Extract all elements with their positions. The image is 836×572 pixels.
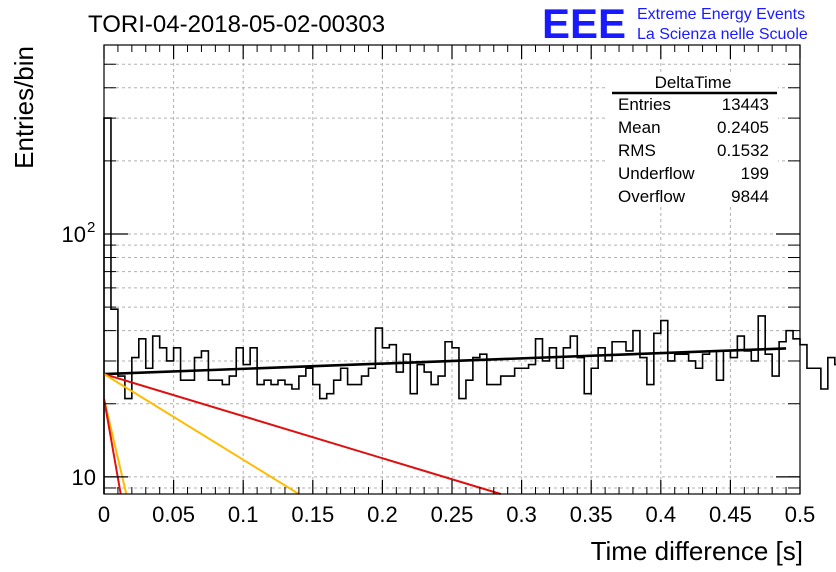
x-tick-label: 0.5 <box>785 502 816 527</box>
fit-line-1 <box>103 347 787 376</box>
x-tick-label: 0.15 <box>291 502 334 527</box>
histogram-steps <box>103 117 836 494</box>
logo-line-1: Extreme Energy Events <box>637 6 805 23</box>
x-tick-label: 0.45 <box>709 502 752 527</box>
x-tick-label: 0 <box>98 502 110 527</box>
logo-line-2: La Scienza nelle Scuole <box>637 26 808 43</box>
stats-row-value: 9844 <box>731 187 769 206</box>
x-tick-label: 0.1 <box>228 502 259 527</box>
stats-row-value: 0.1532 <box>717 141 769 160</box>
x-tick-label: 0.2 <box>367 502 398 527</box>
fit-line-5 <box>103 398 122 495</box>
y-tick-label-base: 10 <box>62 222 86 247</box>
y-axis-label: Entries/bin <box>9 46 39 169</box>
stats-box-bg <box>608 72 778 206</box>
fit-line-3 <box>103 373 300 495</box>
logo: EEE Extreme Energy Events La Scienza nel… <box>542 0 808 47</box>
stats-row-label: Underflow <box>618 164 695 183</box>
y-tick-label-exponent: 2 <box>87 219 95 236</box>
x-tick-label: 0.4 <box>646 502 677 527</box>
histogram <box>103 117 836 494</box>
grid <box>104 45 800 494</box>
stats-row-label: Overflow <box>618 187 686 206</box>
x-tick-label: 0.35 <box>570 502 613 527</box>
ticks <box>103 45 801 494</box>
stats-row-value: 199 <box>741 164 769 183</box>
logo-mark: EEE <box>542 0 626 47</box>
fit-line-2 <box>103 373 502 495</box>
stats-row-value: 13443 <box>722 95 769 114</box>
stats-row-label: RMS <box>618 141 656 160</box>
stats-row-label: Mean <box>618 118 661 137</box>
chart-title: TORI-04-2018-05-02-00303 <box>88 11 385 38</box>
stats-box: DeltaTime Entries 13443 Mean 0.2405 RMS 0.153… <box>608 72 778 206</box>
stats-row-label: Entries <box>618 95 671 114</box>
x-tick-label: 0.3 <box>506 502 537 527</box>
x-axis-label: Time difference [s] <box>591 536 803 566</box>
fit-lines <box>103 347 787 495</box>
stats-title: DeltaTime <box>655 73 732 92</box>
x-tick-labels: 0 0.05 0.1 0.15 0.2 0.25 0.3 0.35 0.4 0.45 0.5 <box>98 502 815 527</box>
y-tick-label-base: 10 <box>72 465 96 490</box>
x-tick-label: 0.25 <box>431 502 474 527</box>
x-tick-label: 0.05 <box>152 502 195 527</box>
stats-row-value: 0.2405 <box>717 118 769 137</box>
